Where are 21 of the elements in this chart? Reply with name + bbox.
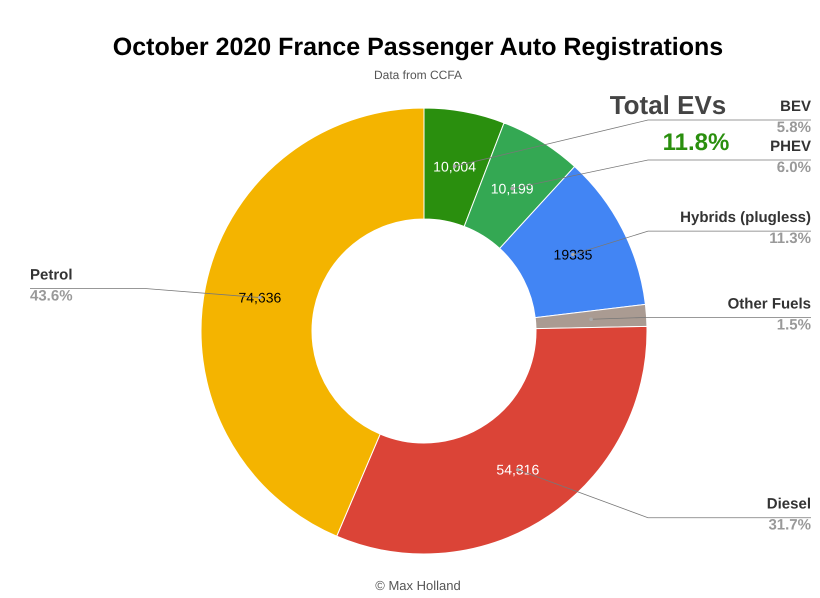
text: 5.8% <box>776 119 811 136</box>
text: 43.6% <box>30 287 73 304</box>
text: 11.8% <box>662 129 730 156</box>
slice-label: BEV <box>780 98 811 115</box>
slice-label: Hybrids (plugless) <box>680 209 811 226</box>
chart-title: October 2020 France Passenger Auto Registrations <box>112 33 724 61</box>
chart-subtitle: Data from CCFA <box>374 68 462 82</box>
data-label: 10,199 <box>490 180 534 197</box>
data-label: 10,004 <box>433 158 476 174</box>
slice-label: PHEV <box>770 138 811 155</box>
text: 6.0% <box>776 159 811 176</box>
data-label: 19335 <box>554 246 593 262</box>
text: 1.5% <box>776 316 811 334</box>
slice-label: Diesel <box>766 496 811 513</box>
slice-label: Other Fuels <box>728 295 811 312</box>
text: © Max Holland <box>375 578 461 593</box>
data-label: 54,316 <box>496 462 540 478</box>
slice-label: Petrol <box>30 266 73 284</box>
text: 11.3% <box>769 230 811 248</box>
text: 31.7% <box>768 516 811 534</box>
text: Total EVs <box>610 90 726 120</box>
